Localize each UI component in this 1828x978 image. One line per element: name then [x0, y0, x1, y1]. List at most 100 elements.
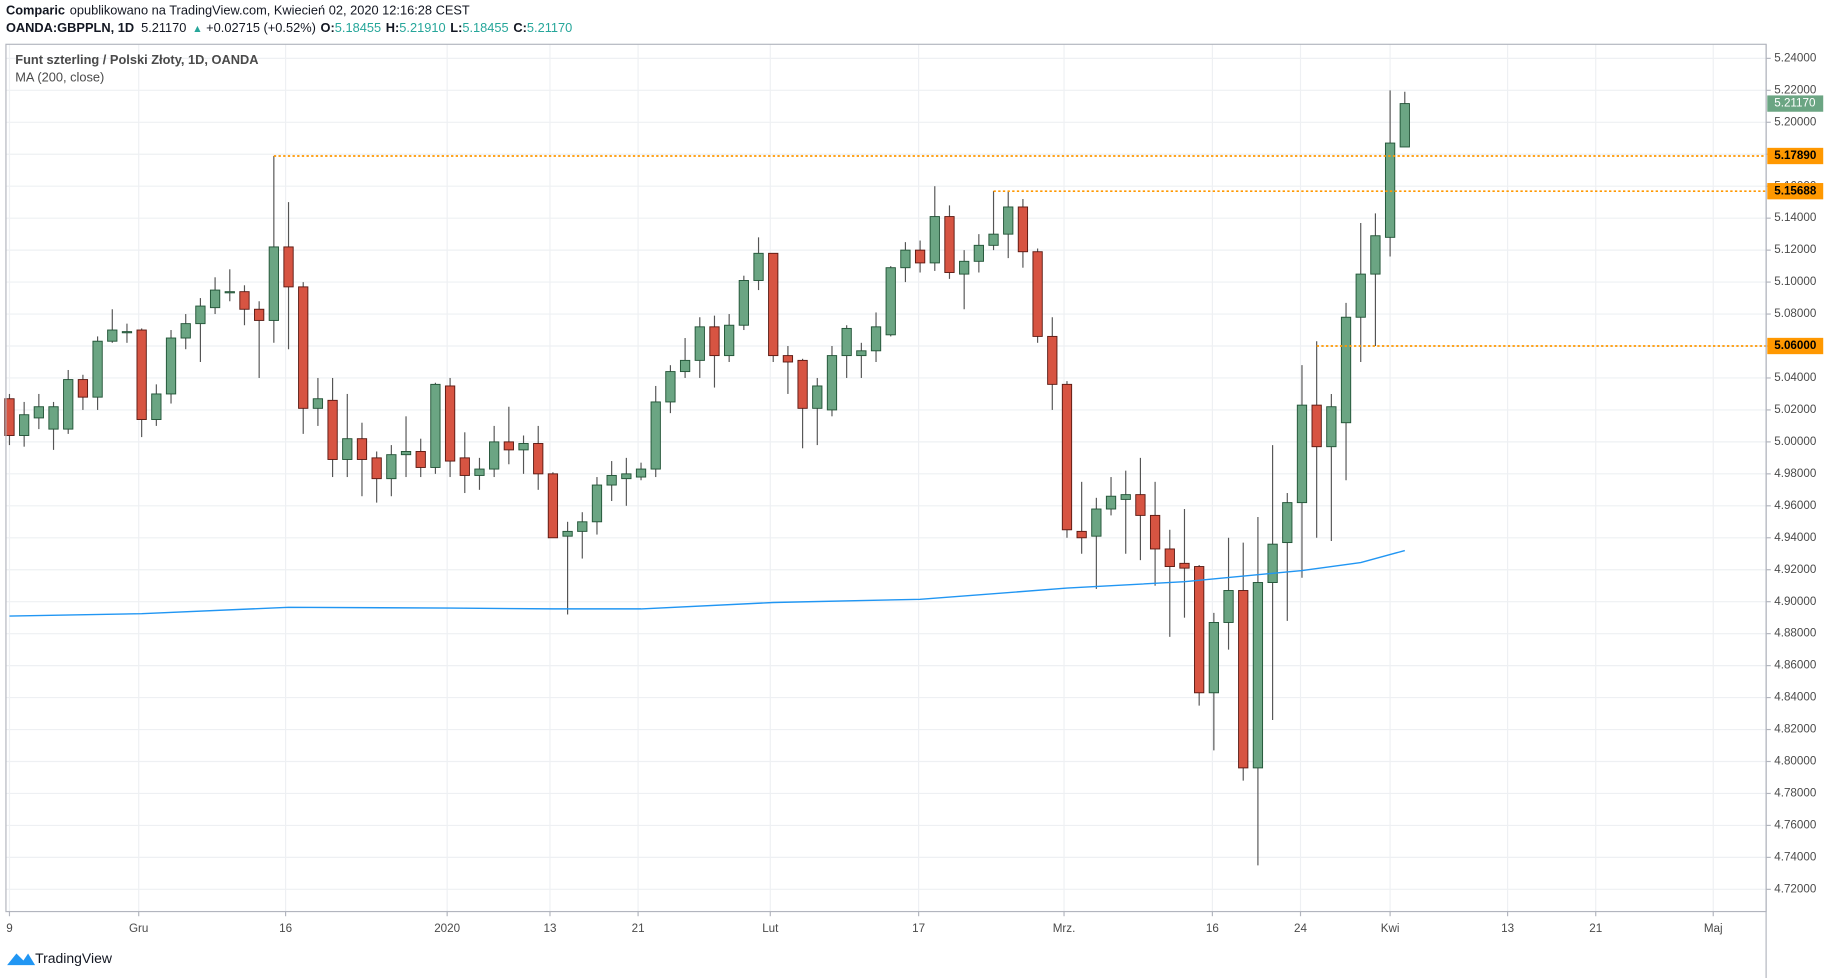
level-label: 5.15688	[1774, 184, 1817, 197]
ma-legend: MA (200, close)	[15, 69, 104, 84]
candle-body	[386, 454, 397, 480]
y-tick-label: 5.14000	[1774, 211, 1817, 224]
y-tick-label: 4.88000	[1774, 627, 1817, 640]
candle-body	[33, 406, 44, 419]
candle-body	[988, 233, 999, 246]
x-tick-label: 16	[279, 922, 292, 935]
candle-body	[665, 371, 676, 403]
y-tick-label: 4.92000	[1774, 563, 1817, 576]
y-tick-label: 5.12000	[1774, 243, 1817, 256]
candle-body	[1061, 383, 1073, 531]
candle-body	[136, 329, 147, 420]
candle-body	[870, 326, 882, 352]
candle-body	[679, 359, 691, 373]
candle-body	[1047, 335, 1058, 385]
x-tick-label: 24	[1294, 922, 1307, 935]
candle-body	[489, 441, 500, 470]
candle-body	[1311, 404, 1322, 448]
candle-body	[738, 280, 749, 326]
candle-body	[885, 267, 896, 336]
y-tick-label: 5.22000	[1774, 83, 1817, 96]
candle-body	[195, 305, 206, 325]
y-tick-label: 5.04000	[1774, 371, 1817, 384]
candle-body	[254, 308, 265, 321]
candle-body	[782, 355, 794, 363]
x-tick-label: 21	[632, 922, 645, 935]
author: Comparic	[6, 3, 65, 18]
price: 5.21170	[141, 21, 186, 36]
y-tick-label: 4.98000	[1774, 467, 1817, 480]
candle-body	[562, 530, 573, 537]
candle-body	[1384, 142, 1396, 238]
x-tick-label: Maj	[1704, 922, 1723, 935]
change: +0.02715 (+0.52%)	[206, 21, 316, 36]
y-tick-label: 5.08000	[1774, 307, 1817, 320]
candle-body	[1399, 103, 1410, 148]
candle-body	[900, 249, 911, 269]
candle-body	[459, 457, 470, 476]
candle-body	[1296, 404, 1308, 504]
published: opublikowano na TradingView.com, Kwiecie…	[70, 3, 470, 18]
candle-body	[209, 289, 221, 309]
level-label-box	[1767, 337, 1824, 355]
candle-body	[577, 521, 588, 532]
candle-body	[650, 401, 661, 470]
y-tick-label: 5.10000	[1774, 275, 1817, 288]
candle-body	[606, 474, 617, 486]
candle-body	[268, 246, 279, 321]
ohlc-key: H:	[386, 21, 400, 36]
candle-body	[1105, 495, 1117, 510]
y-tick-label: 4.96000	[1774, 499, 1817, 512]
candle-body	[724, 324, 735, 357]
candle-body	[4, 398, 15, 436]
ohlc-value: 5.21170	[527, 21, 572, 36]
chart-title: Funt szterling / Polski Złoty, 1D, OANDA	[15, 52, 258, 67]
x-tick-label: 13	[1501, 922, 1514, 935]
candle-body	[107, 329, 118, 342]
candle-body	[239, 291, 250, 310]
candle-body	[48, 406, 59, 430]
candle-body	[92, 340, 103, 398]
candle-body	[973, 244, 984, 262]
candle-body	[1120, 494, 1131, 500]
candle-body	[1238, 590, 1249, 769]
y-tick-label: 4.76000	[1774, 818, 1817, 831]
candle-body	[400, 451, 412, 456]
y-tick-label: 4.94000	[1774, 531, 1817, 544]
x-tick-label: Gru	[129, 922, 148, 935]
candle-body	[356, 438, 368, 460]
level-label: 5.17890	[1774, 149, 1816, 162]
candle-body	[1355, 273, 1366, 318]
ohlc-key: O:	[321, 21, 335, 36]
candle-body	[826, 355, 838, 411]
candle-body	[342, 438, 353, 460]
x-tick-label: 21	[1589, 922, 1602, 935]
candle-body	[1370, 235, 1381, 275]
candle-body	[371, 457, 382, 480]
level-label: 5.06000	[1774, 339, 1816, 352]
ohlc-key: L:	[450, 21, 462, 36]
candle-body	[327, 399, 338, 460]
x-tick-label: Kwi	[1381, 922, 1400, 935]
candle-body	[180, 323, 191, 339]
candle-body	[224, 291, 235, 294]
ohlc-value: 5.18455	[335, 21, 381, 36]
last-price-box	[1767, 95, 1824, 112]
y-tick-label: 4.80000	[1774, 755, 1817, 768]
candle-body	[1194, 566, 1205, 694]
candle-body	[1135, 494, 1146, 516]
ohlc-value: 5.21910	[399, 21, 445, 36]
candle-body	[63, 379, 74, 430]
candle-body	[1017, 206, 1029, 253]
ohlc-key: C:	[513, 21, 527, 36]
candle-body	[959, 260, 970, 275]
candle-body	[503, 441, 514, 451]
footer-text: TradingView	[35, 950, 113, 966]
y-tick-label: 4.86000	[1774, 659, 1817, 672]
candle-body	[474, 468, 485, 476]
y-tick-label: 5.02000	[1774, 403, 1817, 416]
candle-body	[1267, 543, 1278, 583]
y-tick-label: 4.82000	[1774, 723, 1817, 736]
level-label-box	[1767, 183, 1824, 200]
